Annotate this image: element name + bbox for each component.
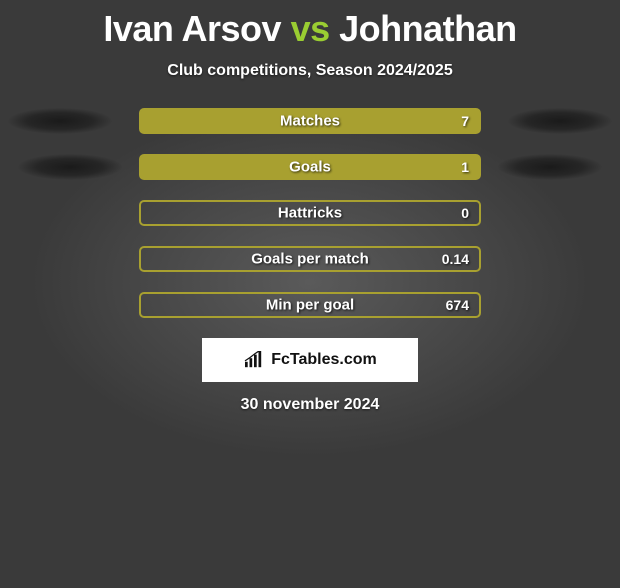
player1-name: Ivan Arsov: [103, 8, 281, 49]
stat-bar: Hattricks 0: [139, 200, 481, 226]
right-disc-shadow: [498, 154, 602, 180]
stat-label: Hattricks: [278, 205, 342, 222]
comparison-title: Ivan Arsov vs Johnathan: [0, 8, 620, 50]
stat-value: 0: [461, 205, 469, 221]
stat-bar: Goals per match 0.14: [139, 246, 481, 272]
stat-label: Min per goal: [266, 297, 354, 314]
chart-icon: [243, 351, 265, 369]
stat-bar: Matches 7: [139, 108, 481, 134]
brand-watermark: FcTables.com: [202, 338, 418, 382]
snapshot-date: 30 november 2024: [0, 396, 620, 414]
stat-row: Goals per match 0.14: [0, 246, 620, 272]
stat-row: Goals 1: [0, 154, 620, 180]
stat-bar: Min per goal 674: [139, 292, 481, 318]
stats-container: Matches 7 Goals 1 Hattricks 0 Goals per …: [0, 108, 620, 318]
competition-subtitle: Club competitions, Season 2024/2025: [0, 62, 620, 80]
stat-row: Matches 7: [0, 108, 620, 134]
stat-label: Matches: [280, 113, 340, 130]
left-disc-shadow: [8, 108, 112, 134]
vs-separator: vs: [291, 8, 330, 49]
stat-value: 7: [461, 113, 469, 129]
left-disc-shadow: [18, 154, 122, 180]
player2-name: Johnathan: [339, 8, 517, 49]
stat-value: 0.14: [442, 251, 469, 267]
stat-label: Goals: [289, 159, 331, 176]
brand-text: FcTables.com: [271, 351, 377, 369]
stat-value: 1: [461, 159, 469, 175]
stat-row: Min per goal 674: [0, 292, 620, 318]
stat-label: Goals per match: [251, 251, 369, 268]
right-disc-shadow: [508, 108, 612, 134]
stat-value: 674: [446, 297, 469, 313]
stat-bar: Goals 1: [139, 154, 481, 180]
stat-row: Hattricks 0: [0, 200, 620, 226]
